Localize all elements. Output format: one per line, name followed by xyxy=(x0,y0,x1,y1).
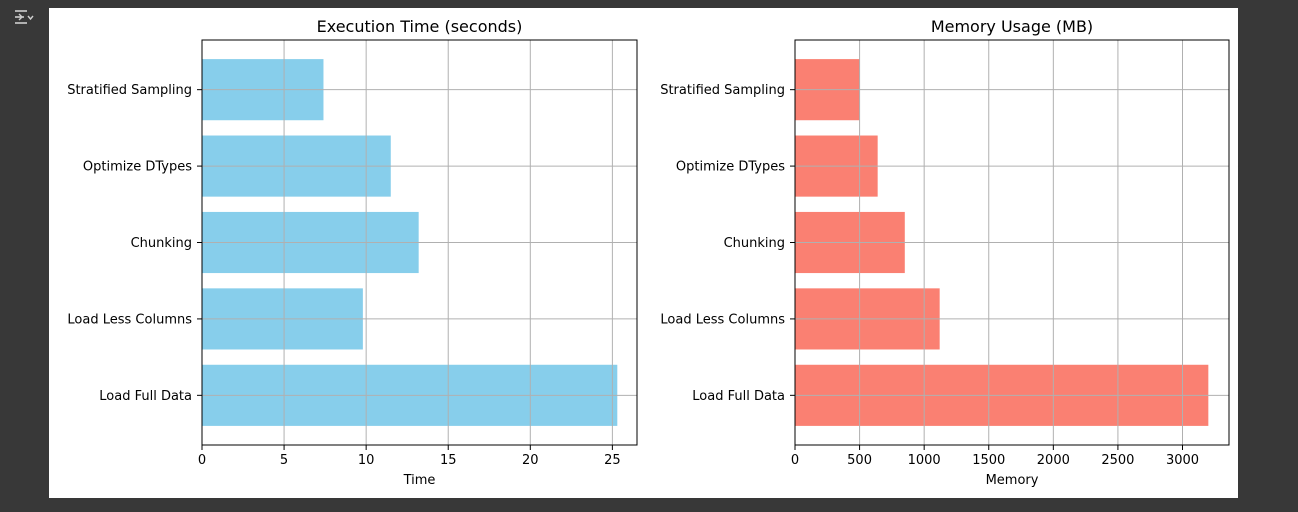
chart-memory-usage: Memory Usage (MB) 0 500 1000 1500 2000 2500 300… xyxy=(660,17,1230,488)
y-tick-label: Load Full Data xyxy=(99,389,192,404)
charts-svg: Execution Time (seconds) 0 5 10 15 20 25 Load F… xyxy=(67,17,1230,488)
x-tick-label: 15 xyxy=(440,453,457,468)
x-tick-label: 5 xyxy=(280,453,288,468)
chart-execution-time: Execution Time (seconds) 0 5 10 15 20 25 Load F… xyxy=(67,17,638,488)
x-axis-label: Memory xyxy=(986,473,1039,488)
y-tick-label: Stratified Sampling xyxy=(67,83,192,98)
x-tick-label: 25 xyxy=(604,453,621,468)
y-tick-label: Stratified Sampling xyxy=(660,83,785,98)
x-tick-label: 500 xyxy=(847,453,872,468)
x-tick-label: 2000 xyxy=(1037,453,1070,468)
y-tick-label: Load Less Columns xyxy=(67,312,192,327)
y-tick-label: Chunking xyxy=(131,236,192,251)
chart-title: Memory Usage (MB) xyxy=(931,17,1093,36)
x-tick-label: 0 xyxy=(198,453,206,468)
x-tick-label: 1500 xyxy=(972,453,1005,468)
y-tick-label: Load Full Data xyxy=(692,389,785,404)
y-tick-label: Load Less Columns xyxy=(660,312,785,327)
x-tick-label: 20 xyxy=(522,453,539,468)
chart-title: Execution Time (seconds) xyxy=(317,17,523,36)
output-collapse-icon[interactable] xyxy=(10,6,36,30)
figure: Execution Time (seconds) 0 5 10 15 20 25 Load F… xyxy=(49,8,1238,498)
x-tick-label: 2500 xyxy=(1101,453,1134,468)
y-tick-label: Optimize DTypes xyxy=(83,160,192,175)
x-tick-label: 3000 xyxy=(1166,453,1199,468)
x-tick-label: 0 xyxy=(791,453,799,468)
y-tick-label: Chunking xyxy=(724,236,785,251)
x-tick-label: 10 xyxy=(358,453,375,468)
y-tick-label: Optimize DTypes xyxy=(676,160,785,175)
x-axis-label: Time xyxy=(403,473,436,488)
x-tick-label: 1000 xyxy=(908,453,941,468)
